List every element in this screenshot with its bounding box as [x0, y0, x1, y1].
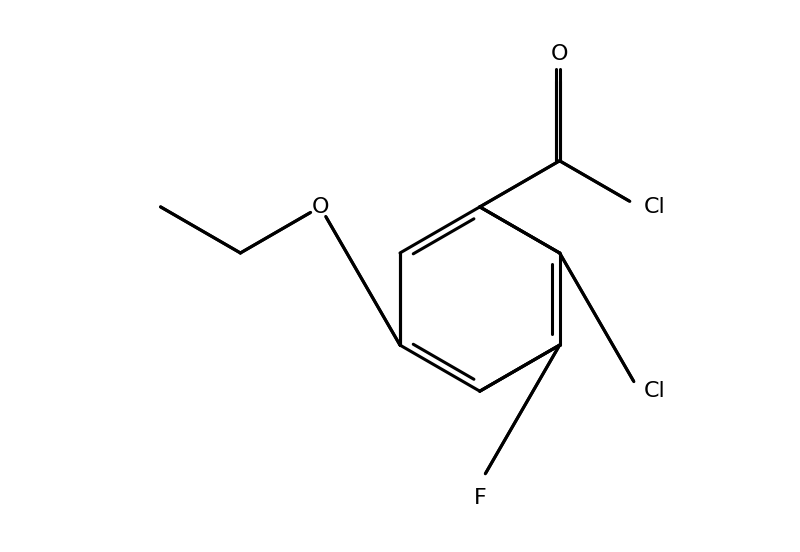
Text: Cl: Cl	[644, 197, 666, 217]
Text: O: O	[551, 44, 568, 64]
Text: F: F	[474, 488, 486, 508]
Text: O: O	[311, 197, 329, 217]
Text: Cl: Cl	[644, 381, 666, 401]
